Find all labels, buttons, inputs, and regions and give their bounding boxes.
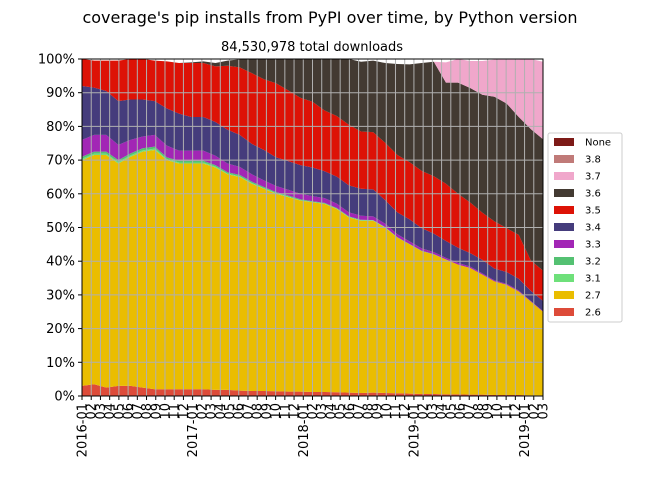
x-tick-label: 11 xyxy=(278,403,293,420)
legend-label: 2.7 xyxy=(585,291,601,302)
legend-swatch xyxy=(554,189,574,197)
legend-label: 3.3 xyxy=(585,240,601,251)
x-tick-label: 08 xyxy=(472,403,487,420)
y-tick-label: 50% xyxy=(46,221,75,236)
legend-label: None xyxy=(585,138,611,149)
x-tick-label: 09 xyxy=(481,403,496,420)
x-tick-label: 08 xyxy=(140,403,155,420)
legend-swatch xyxy=(554,223,574,231)
y-tick-label: 80% xyxy=(46,120,75,135)
chart-subtitle: 84,530,978 total downloads xyxy=(221,40,403,55)
x-tick-label: 05 xyxy=(334,403,349,420)
x-tick-label: 03 xyxy=(537,403,552,420)
x-tick-label: 06 xyxy=(343,403,358,420)
y-tick-label: 90% xyxy=(46,86,75,101)
x-tick-label: 12 xyxy=(509,403,524,420)
x-tick-label: 2019-01 xyxy=(518,403,533,457)
x-tick-label: 02 xyxy=(417,403,432,420)
x-tick-label: 2018-01 xyxy=(297,403,312,457)
x-tick-label: 09 xyxy=(149,403,164,420)
y-tick-label: 10% xyxy=(46,356,75,371)
legend-swatch xyxy=(554,172,574,180)
x-tick-label: 03 xyxy=(426,403,441,420)
y-tick-label: 0% xyxy=(54,390,75,405)
x-tick-label: 12 xyxy=(288,403,303,420)
x-tick-label: 06 xyxy=(454,403,469,420)
x-tick-label: 07 xyxy=(352,403,367,420)
x-tick-label: 09 xyxy=(371,403,386,420)
x-tick-label: 08 xyxy=(251,403,266,420)
x-tick-label: 02 xyxy=(306,403,321,420)
legend-swatch xyxy=(554,274,574,282)
x-tick-label: 10 xyxy=(490,403,505,420)
x-tick-label: 05 xyxy=(112,403,127,420)
x-tick-label: 07 xyxy=(463,403,478,420)
legend-swatch xyxy=(554,257,574,265)
area-series-3.4 xyxy=(82,85,543,312)
x-tick-label: 08 xyxy=(361,403,376,420)
legend-label: 2.6 xyxy=(585,308,601,319)
legend-label: 3.2 xyxy=(585,257,601,268)
y-tick-label: 30% xyxy=(46,288,75,303)
legend-label: 3.5 xyxy=(585,206,601,217)
x-tick-label: 04 xyxy=(214,403,229,420)
legend-label: 3.7 xyxy=(585,172,601,183)
y-tick-label: 40% xyxy=(46,255,75,270)
legend-label: 3.1 xyxy=(585,274,601,285)
x-tick-label: 10 xyxy=(269,403,284,420)
x-tick-label: 11 xyxy=(168,403,183,420)
x-tick-label: 02 xyxy=(85,403,100,420)
legend-swatch xyxy=(554,308,574,316)
legend-swatch xyxy=(554,155,574,163)
area-series-3.6 xyxy=(82,59,543,271)
x-tick-label: 12 xyxy=(398,403,413,420)
x-tick-label: 10 xyxy=(158,403,173,420)
x-tick-label: 02 xyxy=(527,403,542,420)
legend-swatch xyxy=(554,291,574,299)
chart-title: coverage's pip installs from PyPI over t… xyxy=(82,8,577,27)
legend: None 3.8 3.7 3.6 3.5 3.4 3.3 3.2 3.1 2.7 2.6 xyxy=(547,132,623,323)
x-tick-label: 07 xyxy=(241,403,256,420)
legend-label: 3.4 xyxy=(585,223,601,234)
x-axis: 2016-0102030405060708091011122017-010203… xyxy=(76,396,552,457)
area-series-2.6 xyxy=(82,384,543,396)
x-tick-label: 03 xyxy=(94,403,109,420)
x-tick-label: 03 xyxy=(315,403,330,420)
x-tick-label: 2017-01 xyxy=(186,403,201,457)
x-tick-label: 05 xyxy=(223,403,238,420)
x-tick-label: 2019-01 xyxy=(407,403,422,457)
x-tick-label: 04 xyxy=(435,403,450,420)
legend-label: 3.6 xyxy=(585,189,601,200)
x-tick-label: 11 xyxy=(389,403,404,420)
x-tick-label: 05 xyxy=(444,403,459,420)
y-tick-label: 70% xyxy=(46,154,75,169)
x-tick-label: 02 xyxy=(195,403,210,420)
legend-swatch xyxy=(554,240,574,248)
x-tick-label: 03 xyxy=(205,403,220,420)
legend-swatch xyxy=(554,206,574,214)
legend-swatch xyxy=(554,138,574,146)
y-axis: 0% 10% 20% 30% 40% 50% 60% 70% 80% 90% 100% xyxy=(38,53,82,405)
x-tick-label: 2016-01 xyxy=(76,403,91,457)
x-tick-label: 10 xyxy=(380,403,395,420)
x-tick-label: 09 xyxy=(260,403,275,420)
x-tick-label: 12 xyxy=(177,403,192,420)
x-tick-label: 04 xyxy=(103,403,118,420)
y-tick-label: 60% xyxy=(46,187,75,202)
y-tick-label: 100% xyxy=(38,53,75,68)
legend-label: 3.8 xyxy=(585,155,601,166)
x-tick-label: 07 xyxy=(131,403,146,420)
x-tick-label: 06 xyxy=(122,403,137,420)
x-tick-label: 06 xyxy=(232,403,247,420)
y-tick-label: 20% xyxy=(46,322,75,337)
x-tick-label: 04 xyxy=(324,403,339,420)
x-tick-label: 11 xyxy=(500,403,515,420)
